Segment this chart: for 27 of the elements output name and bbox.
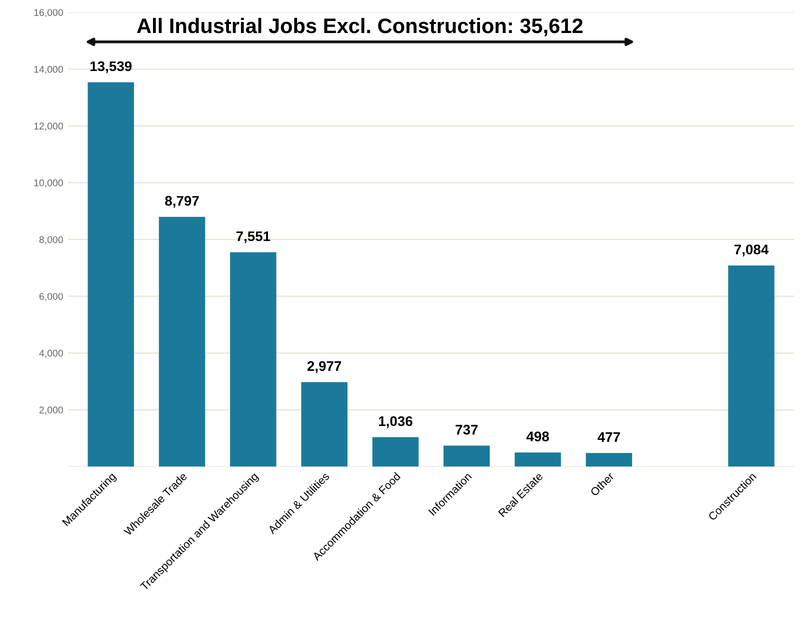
y-tick-label: 2,000 <box>39 406 63 415</box>
bar <box>728 265 774 467</box>
y-tick-label: 4,000 <box>39 350 63 358</box>
data-label: 498 <box>526 432 549 442</box>
data-label: 2,977 <box>307 361 342 374</box>
bar <box>372 437 419 467</box>
y-tick-label: 14,000 <box>34 66 63 74</box>
data-label: 1,036 <box>378 416 412 428</box>
data-label: 7,084 <box>734 244 769 256</box>
y-tick-label: 16,000 <box>34 9 63 18</box>
y-tick-label: 6,000 <box>39 292 63 302</box>
bar <box>88 82 134 467</box>
data-label: 13,539 <box>90 61 132 74</box>
data-label: 477 <box>598 432 620 442</box>
data-label: 737 <box>456 424 478 435</box>
y-tick-label: 8,000 <box>39 236 63 244</box>
data-label: 8,797 <box>165 196 199 208</box>
y-tick-label: 12,000 <box>34 122 63 131</box>
bar <box>158 216 206 467</box>
y-tick-label: 10,000 <box>34 179 63 188</box>
bar <box>586 453 632 467</box>
bar <box>514 452 561 467</box>
bar <box>301 382 348 467</box>
bar <box>444 446 490 467</box>
annotation: All Industrial Jobs Excl. Construction: 35,612 <box>137 18 583 36</box>
bar <box>230 252 276 467</box>
data-label: 7,551 <box>236 231 270 244</box>
